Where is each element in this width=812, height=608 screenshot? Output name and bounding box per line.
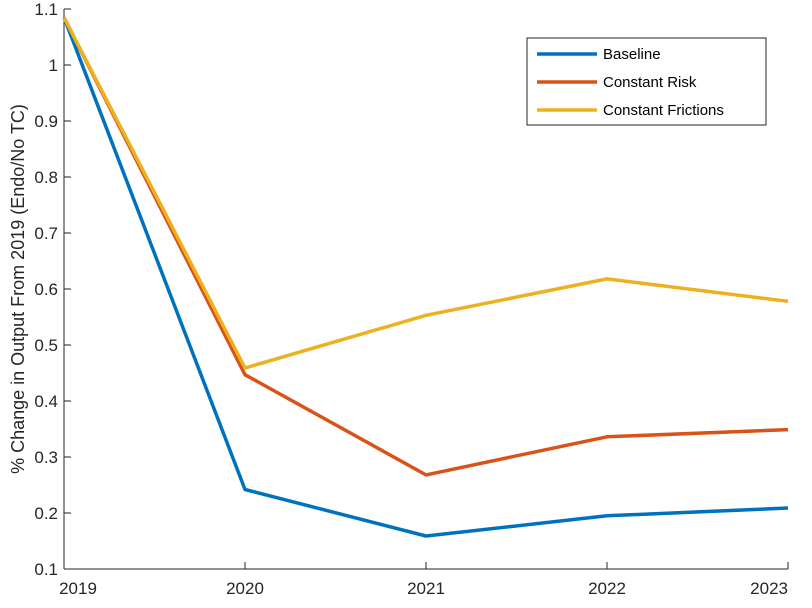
series-line-baseline xyxy=(62,16,789,538)
y-tick-label: 1 xyxy=(49,56,58,75)
x-tick-label: 2020 xyxy=(226,579,264,598)
y-ticks: 0.1 0.2 0.3 0.4 0.5 0.6 0.7 0.8 0.9 1 1.1 xyxy=(34,0,71,579)
y-tick-label: 0.5 xyxy=(34,336,58,355)
y-tick-label: 0.3 xyxy=(34,448,58,467)
y-tick-label: 0.8 xyxy=(34,168,58,187)
y-tick-label: 0.4 xyxy=(34,392,58,411)
y-axis-title-group: % Change in Output From 2019 (Endo/No TC… xyxy=(8,104,28,474)
legend: Baseline Constant Risk Constant Frictions xyxy=(526,37,767,126)
legend-label: Constant Frictions xyxy=(603,102,724,119)
legend-label: Baseline xyxy=(603,46,661,63)
y-axis-title: % Change in Output From 2019 (Endo/No TC… xyxy=(8,104,28,474)
y-tick-label: 0.6 xyxy=(34,280,58,299)
y-tick-label: 0.2 xyxy=(34,504,58,523)
x-tick-label: 2019 xyxy=(59,579,97,598)
x-tick-label: 2021 xyxy=(407,579,445,598)
legend-label: Constant Risk xyxy=(603,74,697,91)
x-tick-label: 2023 xyxy=(750,579,788,598)
x-ticks: 2019 2020 2021 2022 2023 xyxy=(59,562,789,598)
x-tick-label: 2022 xyxy=(588,579,626,598)
series-lines xyxy=(62,16,789,538)
series-line-constant-risk xyxy=(62,16,789,477)
y-tick-label: 0.9 xyxy=(34,112,58,131)
y-tick-label: 0.7 xyxy=(34,224,58,243)
series-line-constant-frictions xyxy=(62,16,789,370)
y-tick-label: 1.1 xyxy=(34,0,58,19)
y-tick-label: 0.1 xyxy=(34,560,58,579)
